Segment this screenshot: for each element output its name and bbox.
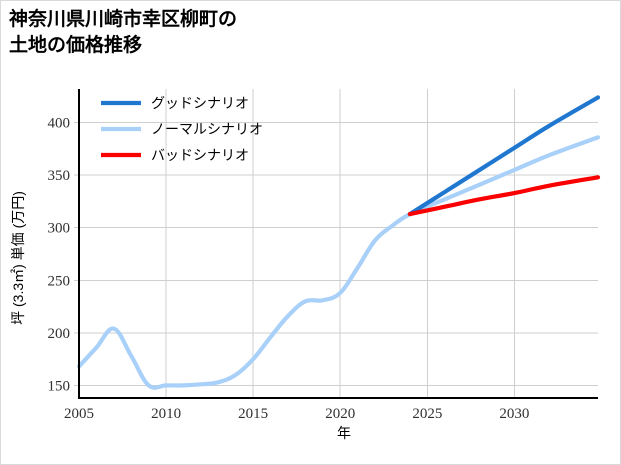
legend-label: グッドシナリオ xyxy=(151,95,249,111)
x-axis-tick-label: 2030 xyxy=(499,406,529,422)
series-lines xyxy=(76,95,601,390)
y-axis-tick-label: 400 xyxy=(48,116,71,132)
legend-label: ノーマルシナリオ xyxy=(151,121,263,137)
x-axis-tick-label: 2010 xyxy=(151,406,181,422)
y-axis-tick-label: 250 xyxy=(48,273,71,289)
gridlines xyxy=(74,89,598,398)
y-axis-tick-label: 350 xyxy=(48,168,71,184)
y-axis-title: 坪 (3.3㎡) 単価 (万円) xyxy=(10,191,26,325)
axis-spine xyxy=(77,89,598,400)
x-axis-tick-label: 2025 xyxy=(412,406,442,422)
legend-label: バッドシナリオ xyxy=(151,147,249,163)
page-title: 神奈川県川崎市幸区柳町の 土地の価格推移 xyxy=(9,9,238,56)
x-axis-tick-label: 2015 xyxy=(238,406,268,422)
x-axis-tick-label: 2005 xyxy=(64,406,94,422)
x-axis-tick-labels: 2005 2010 2015 2020 2025 2030 xyxy=(64,406,529,422)
y-axis-tick-labels: 150 200 250 300 350 400 xyxy=(48,116,71,395)
series-line xyxy=(76,135,601,390)
x-axis-title: 年 xyxy=(337,425,351,441)
axis-spines xyxy=(77,89,598,400)
series-line xyxy=(407,175,601,217)
x-axis-tick-label: 2020 xyxy=(325,406,355,422)
y-axis-tick-label: 200 xyxy=(48,326,71,342)
y-axis-tick-label: 300 xyxy=(48,221,71,237)
y-axis-tick-label: 150 xyxy=(48,378,71,394)
series-line xyxy=(407,95,601,217)
